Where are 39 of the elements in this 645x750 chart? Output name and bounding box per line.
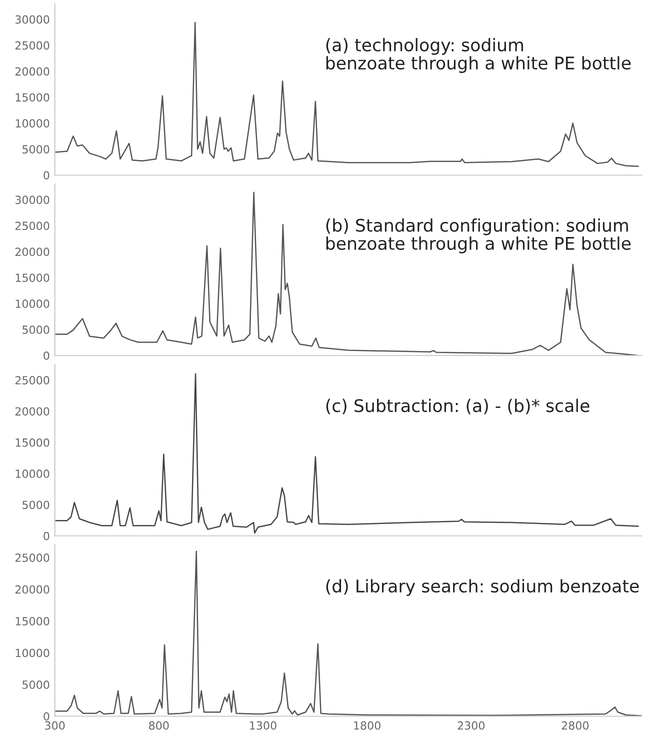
y-tick-label: 5000: [22, 326, 50, 334]
annotation: (a) technology: sodium benzoate through a white PE bottle: [326, 38, 631, 73]
y-tick-label: 10000: [16, 470, 50, 478]
y-tick-label: 15000: [16, 438, 50, 447]
y-tick-label: 10000: [16, 119, 50, 128]
x-tick-label: 2300: [458, 721, 484, 730]
y-tick-label: 10000: [16, 648, 50, 658]
annotation: (d) Library search: sodium benzoate: [326, 579, 639, 596]
line-series: [54, 192, 639, 356]
x-tick-label: 1300: [250, 721, 276, 730]
annotation: (b) Standard configuration: sodium benzoate through a white PE bottle: [326, 218, 631, 254]
y-tick-label: 0: [44, 171, 50, 180]
line-series: [54, 373, 639, 534]
annotation: (c) Subtraction: (a) - (b)* scale: [326, 398, 590, 414]
y-tick-label: 20000: [15, 248, 50, 256]
y-tick-label: 15000: [16, 274, 50, 282]
y-tick-label: 20000: [15, 67, 50, 76]
y-tick-label: 25000: [15, 554, 50, 562]
x-tick-label: 2800: [562, 721, 589, 730]
y-tick-label: 5000: [22, 500, 50, 510]
y-tick-label: 0: [44, 532, 50, 540]
x-tick-label: 1800: [354, 721, 380, 730]
y-tick-label: 25000: [15, 376, 50, 384]
y-tick-label: 0: [44, 712, 50, 721]
y-tick-label: 25000: [15, 41, 50, 50]
x-tick-label: 300: [45, 721, 65, 730]
line-series: [54, 22, 639, 167]
y-tick-label: 15000: [16, 93, 50, 102]
y-tick-label: 5000: [22, 680, 50, 689]
y-tick-label: 20000: [15, 407, 50, 416]
y-tick-label: 25000: [15, 222, 50, 230]
y-tick-label: 5000: [22, 145, 50, 154]
y-tick-label: 30000: [15, 196, 50, 204]
y-tick-label: 15000: [16, 617, 50, 626]
y-tick-label: 0: [44, 351, 50, 360]
x-tick-label: 800: [149, 721, 169, 730]
y-tick-label: 20000: [15, 585, 50, 594]
y-tick-label: 10000: [16, 300, 50, 308]
y-tick-label: 30000: [15, 15, 50, 24]
